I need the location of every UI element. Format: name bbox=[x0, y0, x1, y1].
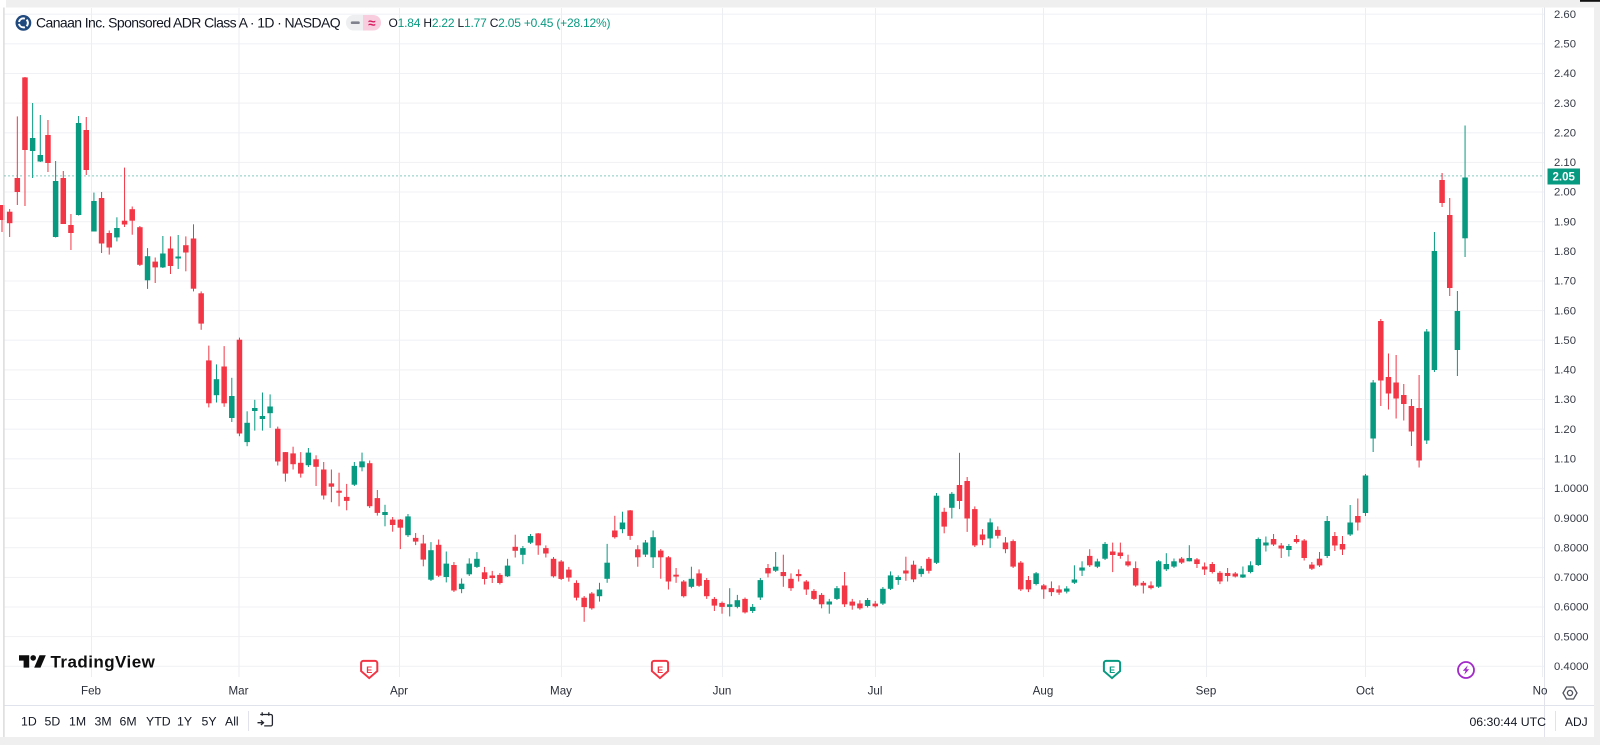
svg-text:0.7000: 0.7000 bbox=[1554, 572, 1589, 584]
svg-text:Aug: Aug bbox=[1033, 684, 1054, 697]
svg-text:Canaan Inc. Sponsored ADR Clas: Canaan Inc. Sponsored ADR Class A · 1D ·… bbox=[36, 14, 341, 30]
svg-text:Oct: Oct bbox=[1356, 684, 1375, 697]
svg-text:Feb: Feb bbox=[81, 684, 101, 697]
svg-text:0.4000: 0.4000 bbox=[1554, 661, 1589, 673]
svg-text:0.9000: 0.9000 bbox=[1554, 513, 1589, 525]
svg-text:0.8000: 0.8000 bbox=[1554, 542, 1589, 554]
svg-text:≈: ≈ bbox=[368, 16, 376, 31]
svg-text:E: E bbox=[657, 665, 663, 675]
svg-text:1.10: 1.10 bbox=[1554, 454, 1576, 466]
svg-text:1.20: 1.20 bbox=[1554, 424, 1576, 436]
svg-text:0.6000: 0.6000 bbox=[1554, 602, 1589, 614]
svg-text:Mar: Mar bbox=[229, 684, 249, 697]
svg-text:1.70: 1.70 bbox=[1554, 276, 1576, 288]
svg-text:1.90: 1.90 bbox=[1554, 216, 1576, 228]
svg-text:2.00: 2.00 bbox=[1554, 187, 1576, 199]
svg-text:1.40: 1.40 bbox=[1554, 365, 1576, 377]
svg-text:1.30: 1.30 bbox=[1554, 394, 1576, 406]
svg-text:No: No bbox=[1533, 684, 1548, 697]
svg-text:5Y: 5Y bbox=[202, 714, 217, 728]
svg-text:2.20: 2.20 bbox=[1554, 128, 1576, 140]
svg-text:2.50: 2.50 bbox=[1554, 39, 1576, 51]
svg-text:2.05: 2.05 bbox=[1553, 172, 1576, 184]
svg-text:1D: 1D bbox=[21, 714, 37, 728]
svg-text:1Y: 1Y bbox=[177, 714, 192, 728]
svg-text:Jun: Jun bbox=[713, 684, 732, 697]
svg-text:O1.84 H2.22 L1.77 C2.05 +0.45: O1.84 H2.22 L1.77 C2.05 +0.45 (+28.12%) bbox=[389, 16, 611, 30]
svg-text:2.30: 2.30 bbox=[1554, 98, 1576, 110]
svg-text:1.50: 1.50 bbox=[1554, 335, 1576, 347]
svg-text:3M: 3M bbox=[95, 714, 112, 728]
svg-text:06:30:44 UTC: 06:30:44 UTC bbox=[1469, 715, 1546, 729]
svg-text:Jul: Jul bbox=[868, 684, 883, 697]
svg-text:ADJ: ADJ bbox=[1565, 715, 1588, 729]
svg-text:1.0000: 1.0000 bbox=[1554, 483, 1589, 495]
svg-text:6M: 6M bbox=[120, 714, 137, 728]
svg-text:All: All bbox=[225, 714, 239, 728]
svg-text:Sep: Sep bbox=[1196, 684, 1217, 697]
svg-text:YTD: YTD bbox=[146, 714, 171, 728]
svg-text:1.60: 1.60 bbox=[1554, 305, 1576, 317]
svg-text:2.10: 2.10 bbox=[1554, 157, 1576, 169]
svg-text:1M: 1M bbox=[69, 714, 86, 728]
svg-text:E: E bbox=[366, 665, 372, 675]
svg-text:1.80: 1.80 bbox=[1554, 246, 1576, 258]
svg-text:2.60: 2.60 bbox=[1554, 9, 1576, 21]
svg-text:2.40: 2.40 bbox=[1554, 68, 1576, 80]
svg-text:E: E bbox=[1109, 665, 1115, 675]
svg-text:5D: 5D bbox=[45, 714, 61, 728]
svg-text:Apr: Apr bbox=[390, 684, 408, 697]
svg-text:0.5000: 0.5000 bbox=[1554, 631, 1589, 643]
svg-text:TradingView: TradingView bbox=[51, 652, 156, 671]
svg-text:May: May bbox=[550, 684, 572, 697]
